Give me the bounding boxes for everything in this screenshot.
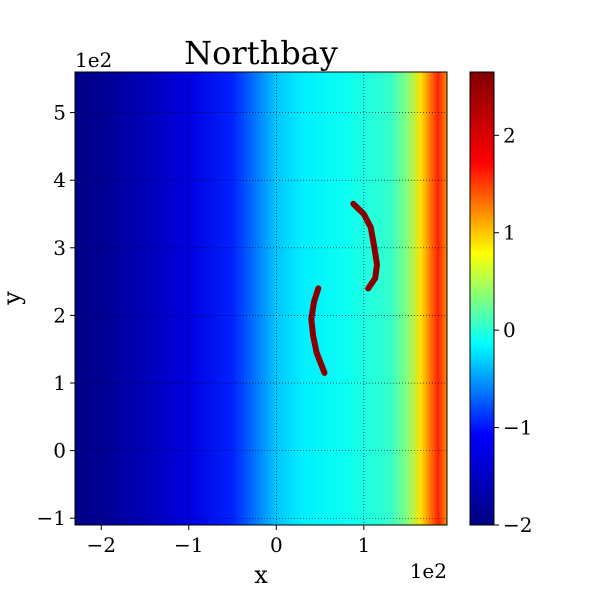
x-offset-label: 1e2: [410, 559, 447, 583]
colorbar-tick-label: 0: [503, 318, 516, 342]
y-tick-label: 0: [53, 439, 66, 463]
y-tick-label: 2: [53, 303, 66, 327]
x-tick-label: −2: [87, 533, 116, 557]
colorbar-tick-label: 1: [503, 221, 516, 245]
y-tick-label: 3: [53, 236, 66, 260]
colorbar-tick-label: 2: [503, 123, 516, 147]
x-axis-label: x: [254, 561, 268, 589]
y-tick-label: 1: [53, 371, 66, 395]
y-offset-label: 1e2: [75, 48, 112, 72]
colorbar-tick-label: −1: [503, 416, 532, 440]
colorbar: −2 −1 0 1 2: [469, 71, 532, 537]
x-axis-ticks: −2 −1 0 1: [87, 525, 370, 557]
x-tick-label: −1: [174, 533, 203, 557]
chart-title: Northbay: [184, 34, 338, 72]
y-axis-ticks: −1 0 1 2 3 4 5: [37, 101, 75, 530]
y-tick-label: −1: [37, 506, 66, 530]
ridge-line: [309, 286, 326, 375]
grid-lines: [75, 72, 447, 525]
y-tick-label: 5: [53, 101, 66, 125]
plot-frame: [74, 71, 448, 526]
colorbar-tick-label: −2: [503, 513, 532, 537]
plot-area: [75, 72, 447, 525]
colorbar-scale: [469, 71, 495, 526]
heatmap-field: [75, 72, 447, 525]
x-tick-label: 1: [357, 533, 370, 557]
y-axis-label: y: [0, 291, 26, 306]
y-tick-label: 4: [53, 168, 66, 192]
colorbar-ticks: −2 −1 0 1 2: [494, 123, 532, 537]
x-tick-label: 0: [270, 533, 283, 557]
